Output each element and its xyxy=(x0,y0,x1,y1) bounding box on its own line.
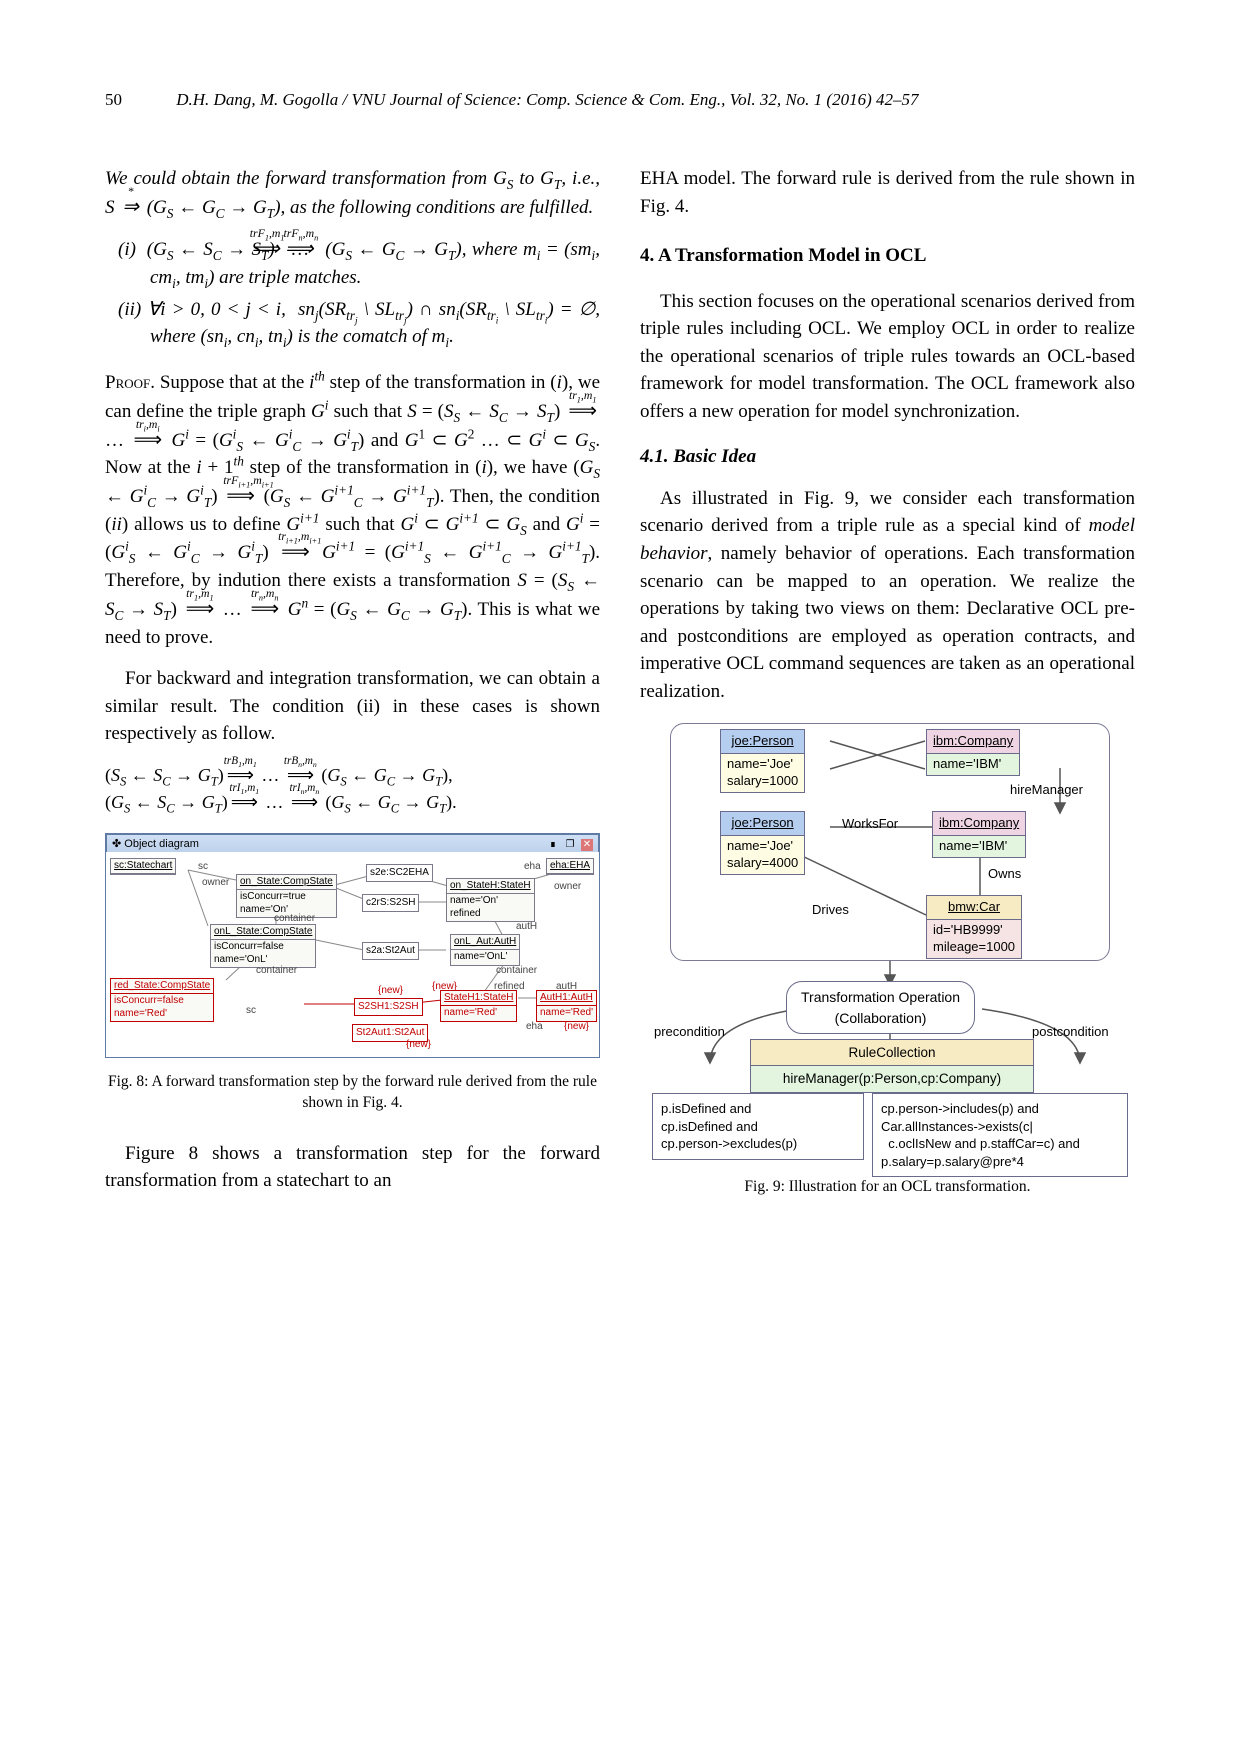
theorem-intro: We could obtain the forward transformati… xyxy=(105,165,600,221)
fig8-window-title: ✤ Object diagram xyxy=(112,837,199,853)
auth-label-2: autH xyxy=(556,980,577,995)
proof: Proof. Suppose that at the ith step of t… xyxy=(105,369,600,651)
ibm1-box: ibm:Company name='IBM' xyxy=(926,729,1020,776)
on-stateh-box: on_StateH:StateH name='On'refined xyxy=(446,878,535,923)
joe1-box: joe:Person name='Joe'salary=1000 xyxy=(720,729,805,793)
precondition-label: precondition xyxy=(654,1023,725,1042)
ibm2-box: ibm:Company name='IBM' xyxy=(932,811,1026,858)
minimize-icon: ∎ xyxy=(547,839,559,851)
para-section4: This section focuses on the operational … xyxy=(640,288,1135,426)
fig9-caption: Fig. 9: Illustration for an OCL transfor… xyxy=(640,1177,1135,1198)
sc-statechart-box: sc:Statechart xyxy=(110,858,176,876)
two-column-layout: We could obtain the forward transformati… xyxy=(105,165,1135,1224)
subsection-4-1-title: 4.1. Basic Idea xyxy=(640,443,1135,471)
onl-state-box: onL_State:CompState isConcurr=falsename=… xyxy=(210,924,316,969)
eha-label-2: eha xyxy=(526,1020,543,1035)
trans-op-box: Transformation Operation(Collaboration) xyxy=(786,981,975,1034)
s2a-box: s2a:St2Aut xyxy=(362,942,419,961)
worksfor-label: WorksFor xyxy=(842,815,898,834)
left-column: We could obtain the forward transformati… xyxy=(105,165,600,1224)
precondition-box: p.isDefined and cp.isDefined and cp.pers… xyxy=(652,1093,864,1160)
postcondition-box: cp.person->includes(p) and Car.allInstan… xyxy=(872,1093,1128,1177)
auth1-box: AutH1:AutH name='Red' xyxy=(536,990,597,1022)
rule-collection-bar: RuleCollection xyxy=(750,1039,1034,1067)
close-icon: ✕ xyxy=(581,839,593,851)
owner-label-2: owner xyxy=(554,880,581,895)
new-tag-4: {new} xyxy=(564,1020,589,1035)
section-4-title: 4. A Transformation Model in OCL xyxy=(640,242,1135,270)
owns-label: Owns xyxy=(988,865,1021,884)
proof-label: Proof. xyxy=(105,372,155,393)
para-4-1: As illustrated in Fig. 9, we consider ea… xyxy=(640,485,1135,705)
refined-label: refined xyxy=(494,980,525,995)
para-eha-cont: EHA model. The forward rule is derived f… xyxy=(640,165,1135,220)
para-fig8: Figure 8 shows a transformation step for… xyxy=(105,1140,600,1195)
eq-trB: (SS ← SC → GT)trB1,m1⟹ … trBn,mn⟹ (GS ← … xyxy=(105,762,600,789)
container-label-3: container xyxy=(496,964,537,979)
eha-box: eha:EHA xyxy=(546,858,594,876)
c2rs-box: c2rS:S2SH xyxy=(362,894,419,913)
bmw-box: bmw:Car id='HB9999'mileage=1000 xyxy=(926,895,1022,959)
window-icons: ∎ ❐ ✕ xyxy=(545,837,593,853)
s2e-box: s2e:SC2EHA xyxy=(366,864,433,883)
running-head: 50 D.H. Dang, M. Gogolla / VNU Journal o… xyxy=(105,90,1135,110)
page-number: 50 xyxy=(105,90,122,110)
maximize-icon: ❐ xyxy=(564,839,576,851)
stateh1-box: StateH1:StateH name='Red' xyxy=(440,990,517,1022)
new-tag-2: {new} xyxy=(406,1038,431,1053)
eq-trI: (GS ← SC → GT)trI1,m1⟹ … trIn,mn⟹ (GS ← … xyxy=(105,789,600,816)
postcondition-label: postcondition xyxy=(1032,1023,1109,1042)
s2sh1-box: S2SH1:S2SH xyxy=(354,998,423,1017)
fig9-diagram: joe:Person name='Joe'salary=1000 ibm:Com… xyxy=(640,723,1135,1163)
container-label-2: container xyxy=(256,964,297,979)
item-i: (i) (GS ← SC → ST) trF1,m1⟹ … trFn,mn⟹ (… xyxy=(105,235,600,291)
right-column: EHA model. The forward rule is derived f… xyxy=(640,165,1135,1224)
new-tag-1: {new} xyxy=(378,984,403,999)
auth-label: autH xyxy=(516,920,537,935)
sc-label: sc xyxy=(198,860,208,875)
hire-sig-bar: hireManager(p:Person,cp:Company) xyxy=(750,1065,1034,1093)
fig8-caption: Fig. 8: A forward transformation step by… xyxy=(105,1072,600,1114)
item-ii: (ii) ∀i > 0, 0 < j < i, snj(SRtrj \ SLtr… xyxy=(105,296,600,351)
onl-aut-box: onL_Aut:AutH name='OnL' xyxy=(450,934,520,966)
red-state-box: red_State:CompState isConcurr=falsename=… xyxy=(110,978,214,1023)
hire-manager-label: hireManager xyxy=(1010,781,1083,800)
drives-label: Drives xyxy=(812,901,849,920)
owner-label: owner xyxy=(202,876,229,891)
eha-label: eha xyxy=(524,860,541,875)
para-backward: For backward and integration transformat… xyxy=(105,665,600,748)
sc-label-2: sc xyxy=(246,1004,256,1019)
running-head-text: D.H. Dang, M. Gogolla / VNU Journal of S… xyxy=(176,90,918,109)
fig8-diagram: ✤ Object diagram ∎ ❐ ✕ xyxy=(105,833,600,1058)
joe2-box: joe:Person name='Joe'salary=4000 xyxy=(720,811,805,875)
